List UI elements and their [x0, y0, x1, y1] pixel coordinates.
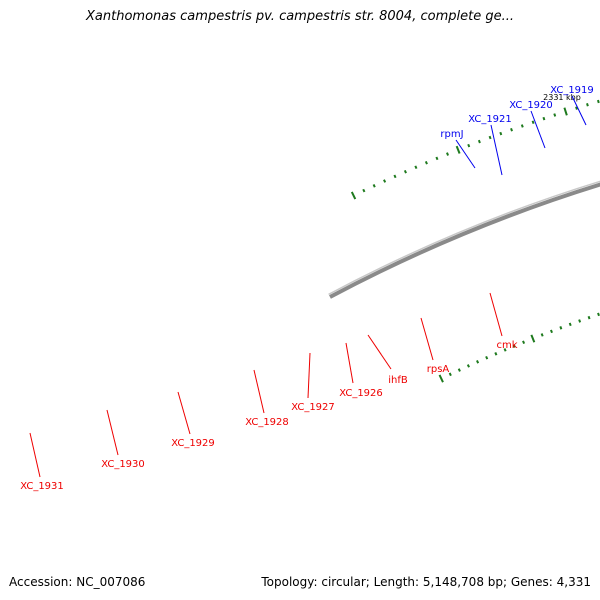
gene-label-xc_1919: XC_1919	[550, 85, 594, 96]
outer-tick	[372, 184, 376, 188]
leader-line	[253, 369, 265, 414]
outer-tick	[350, 191, 357, 200]
inner-tick	[522, 340, 526, 345]
inner-tick	[540, 333, 544, 337]
outer-tick	[542, 116, 546, 121]
inner-tick	[597, 312, 600, 317]
gene-label-xc_1929: XC_1929	[171, 438, 215, 449]
outer-tick	[553, 113, 557, 117]
outer-tick	[499, 131, 503, 136]
inner-tick	[578, 319, 582, 323]
leader-line	[367, 334, 392, 370]
outer-tick	[477, 139, 481, 144]
outer-tick	[446, 152, 450, 156]
outer-tick	[383, 179, 387, 183]
inner-tick	[448, 372, 452, 377]
inner-tick	[503, 348, 507, 352]
outer-tick	[362, 188, 366, 193]
outer-tick	[435, 156, 439, 161]
dna-backbone	[329, 182, 600, 299]
outer-tick	[575, 106, 578, 110]
leader-line	[345, 342, 354, 384]
inner-tick	[494, 352, 498, 356]
outer-tick	[488, 135, 492, 140]
leader-line	[490, 124, 503, 176]
kbp-label: 2331 kbp	[543, 93, 581, 102]
leader-line	[571, 95, 587, 126]
gene-label-xc_1920: XC_1920	[509, 100, 553, 111]
gene-label-cmk: cmk	[496, 340, 517, 351]
gene-label-xc_1930: XC_1930	[101, 459, 145, 470]
inner-tick	[568, 322, 572, 327]
inner-tick	[457, 368, 461, 372]
gene-label-xc_1921: XC_1921	[468, 114, 512, 125]
leader-line	[29, 432, 41, 478]
gene-label-rpmj: rpmJ	[440, 129, 463, 140]
leader-line	[530, 110, 546, 149]
gene-label-xc_1926: XC_1926	[339, 388, 383, 399]
outer-tick	[520, 124, 524, 128]
outer-tick	[596, 99, 600, 104]
outer-tick	[586, 103, 589, 107]
gene-label-xc_1931: XC_1931	[20, 481, 64, 492]
gene-label-ihfb: ihfB	[388, 375, 408, 386]
gene-label-xc_1927: XC_1927	[291, 402, 335, 413]
inner-tick	[559, 326, 563, 330]
leader-line	[420, 317, 434, 361]
inner-tick	[485, 355, 489, 360]
outer-tick	[531, 120, 535, 124]
inner-tick	[466, 364, 470, 368]
inner-tick	[476, 360, 480, 364]
outer-tick	[393, 174, 397, 179]
leader-line	[307, 352, 311, 399]
outer-tick	[403, 169, 407, 174]
inner-tick	[512, 344, 516, 348]
inner-tick	[587, 315, 591, 320]
gene-label-xc_1928: XC_1928	[245, 417, 289, 428]
inner-tick	[438, 374, 444, 383]
outer-tick	[467, 143, 471, 148]
leader-line	[455, 139, 476, 169]
outer-tick	[510, 127, 513, 132]
outer-tick	[414, 165, 418, 169]
inner-tick	[550, 329, 553, 334]
inner-tick	[530, 334, 536, 343]
map-title: Xanthomonas campestris pv. campestris st…	[86, 9, 514, 24]
accession-label: Accession: NC_007086	[9, 575, 146, 589]
outer-tick	[455, 145, 461, 154]
gene-label-rpsa: rpsA	[427, 364, 450, 375]
leader-line	[177, 391, 191, 435]
outer-tick	[424, 160, 428, 165]
genome-summary: Topology: circular; Length: 5,148,708 bp…	[261, 575, 591, 589]
outer-tick	[563, 107, 568, 116]
dna-backbone-highlight	[328, 180, 600, 296]
leader-line	[489, 292, 503, 337]
leader-line	[106, 409, 119, 456]
